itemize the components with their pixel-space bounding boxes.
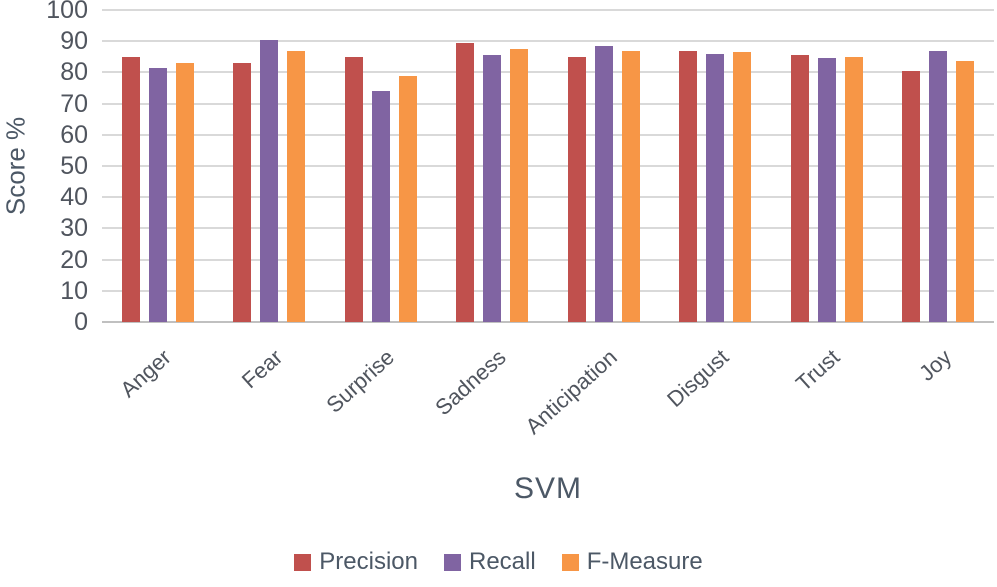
gridline [102, 40, 994, 43]
bar-f-measure-surprise [399, 75, 417, 322]
bar-precision-anger [122, 56, 140, 322]
bar-precision-fear [233, 63, 251, 322]
y-axis-tick-labels: 0 10 20 30 40 50 60 70 80 90 100 [0, 0, 88, 340]
y-tick-label: 60 [60, 120, 88, 149]
y-tick-label: 100 [46, 0, 88, 24]
bar-f-measure-joy [956, 61, 974, 322]
x-category-label-surprise: Surprise [321, 344, 399, 418]
bar-f-measure-sadness [510, 49, 528, 322]
y-tick-label: 40 [60, 183, 88, 212]
x-category-label-sadness: Sadness [429, 344, 511, 421]
gridline [102, 102, 994, 105]
bar-f-measure-disgust [733, 52, 751, 322]
legend-label: Recall [468, 548, 536, 575]
bar-recall-anger [149, 67, 167, 322]
y-tick-label: 20 [60, 245, 88, 274]
gridline [102, 289, 994, 292]
legend-item-f-measure: F-Measure [561, 548, 703, 575]
legend-label: Precision [319, 548, 418, 575]
bar-recall-trust [818, 58, 836, 322]
legend-label: F-Measure [586, 548, 703, 575]
x-category-label-anticipation: Anticipation [520, 344, 622, 440]
bar-precision-trust [791, 55, 809, 322]
bar-recall-joy [929, 50, 947, 322]
bar-recall-fear [260, 39, 278, 322]
x-category-label-anger: Anger [115, 344, 176, 403]
bar-precision-surprise [345, 56, 363, 322]
y-tick-label: 0 [74, 308, 88, 336]
gridline [102, 258, 994, 261]
gridline [102, 133, 994, 136]
legend-swatch-icon [443, 553, 461, 571]
y-tick-label: 70 [60, 89, 88, 118]
y-tick-label: 90 [60, 27, 88, 56]
bar-f-measure-fear [287, 50, 305, 322]
bar-recall-disgust [706, 53, 724, 322]
x-category-label-joy: Joy [914, 344, 957, 386]
bar-precision-joy [902, 70, 920, 322]
x-category-label-disgust: Disgust [662, 344, 734, 413]
bar-precision-anticipation [568, 56, 586, 322]
y-tick-label: 30 [60, 214, 88, 243]
y-tick-label: 10 [60, 276, 88, 305]
x-axis-title: SVM [513, 472, 582, 505]
bar-recall-sadness [483, 55, 501, 322]
x-axis-line [102, 321, 994, 323]
bar-recall-surprise [372, 91, 390, 322]
legend-swatch-icon [561, 553, 579, 571]
plot-area [102, 9, 994, 323]
legend-item-precision: Precision [294, 549, 418, 575]
gridline [102, 9, 994, 11]
x-category-label-fear: Fear [236, 344, 288, 394]
gridline [102, 227, 994, 230]
bar-recall-anticipation [595, 45, 613, 322]
x-category-label-trust: Trust [791, 344, 845, 396]
legend-item-recall: Recall [443, 548, 536, 575]
y-tick-label: 80 [60, 58, 88, 87]
gridline [102, 165, 994, 167]
y-tick-label: 50 [60, 152, 88, 180]
legend: Precision Recall F-Measure [0, 549, 997, 575]
legend-swatch-icon [294, 553, 312, 571]
bar-f-measure-anger [176, 63, 194, 322]
bar-f-measure-trust [845, 56, 863, 322]
bar-f-measure-anticipation [622, 50, 640, 322]
gridline [102, 71, 994, 74]
gridline [102, 196, 994, 199]
bar-precision-disgust [679, 50, 697, 322]
bar-precision-sadness [456, 42, 474, 322]
